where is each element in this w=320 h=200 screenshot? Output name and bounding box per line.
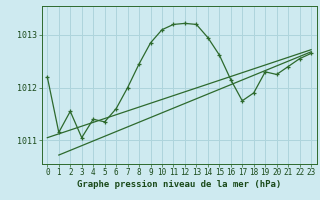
X-axis label: Graphe pression niveau de la mer (hPa): Graphe pression niveau de la mer (hPa) <box>77 180 281 189</box>
